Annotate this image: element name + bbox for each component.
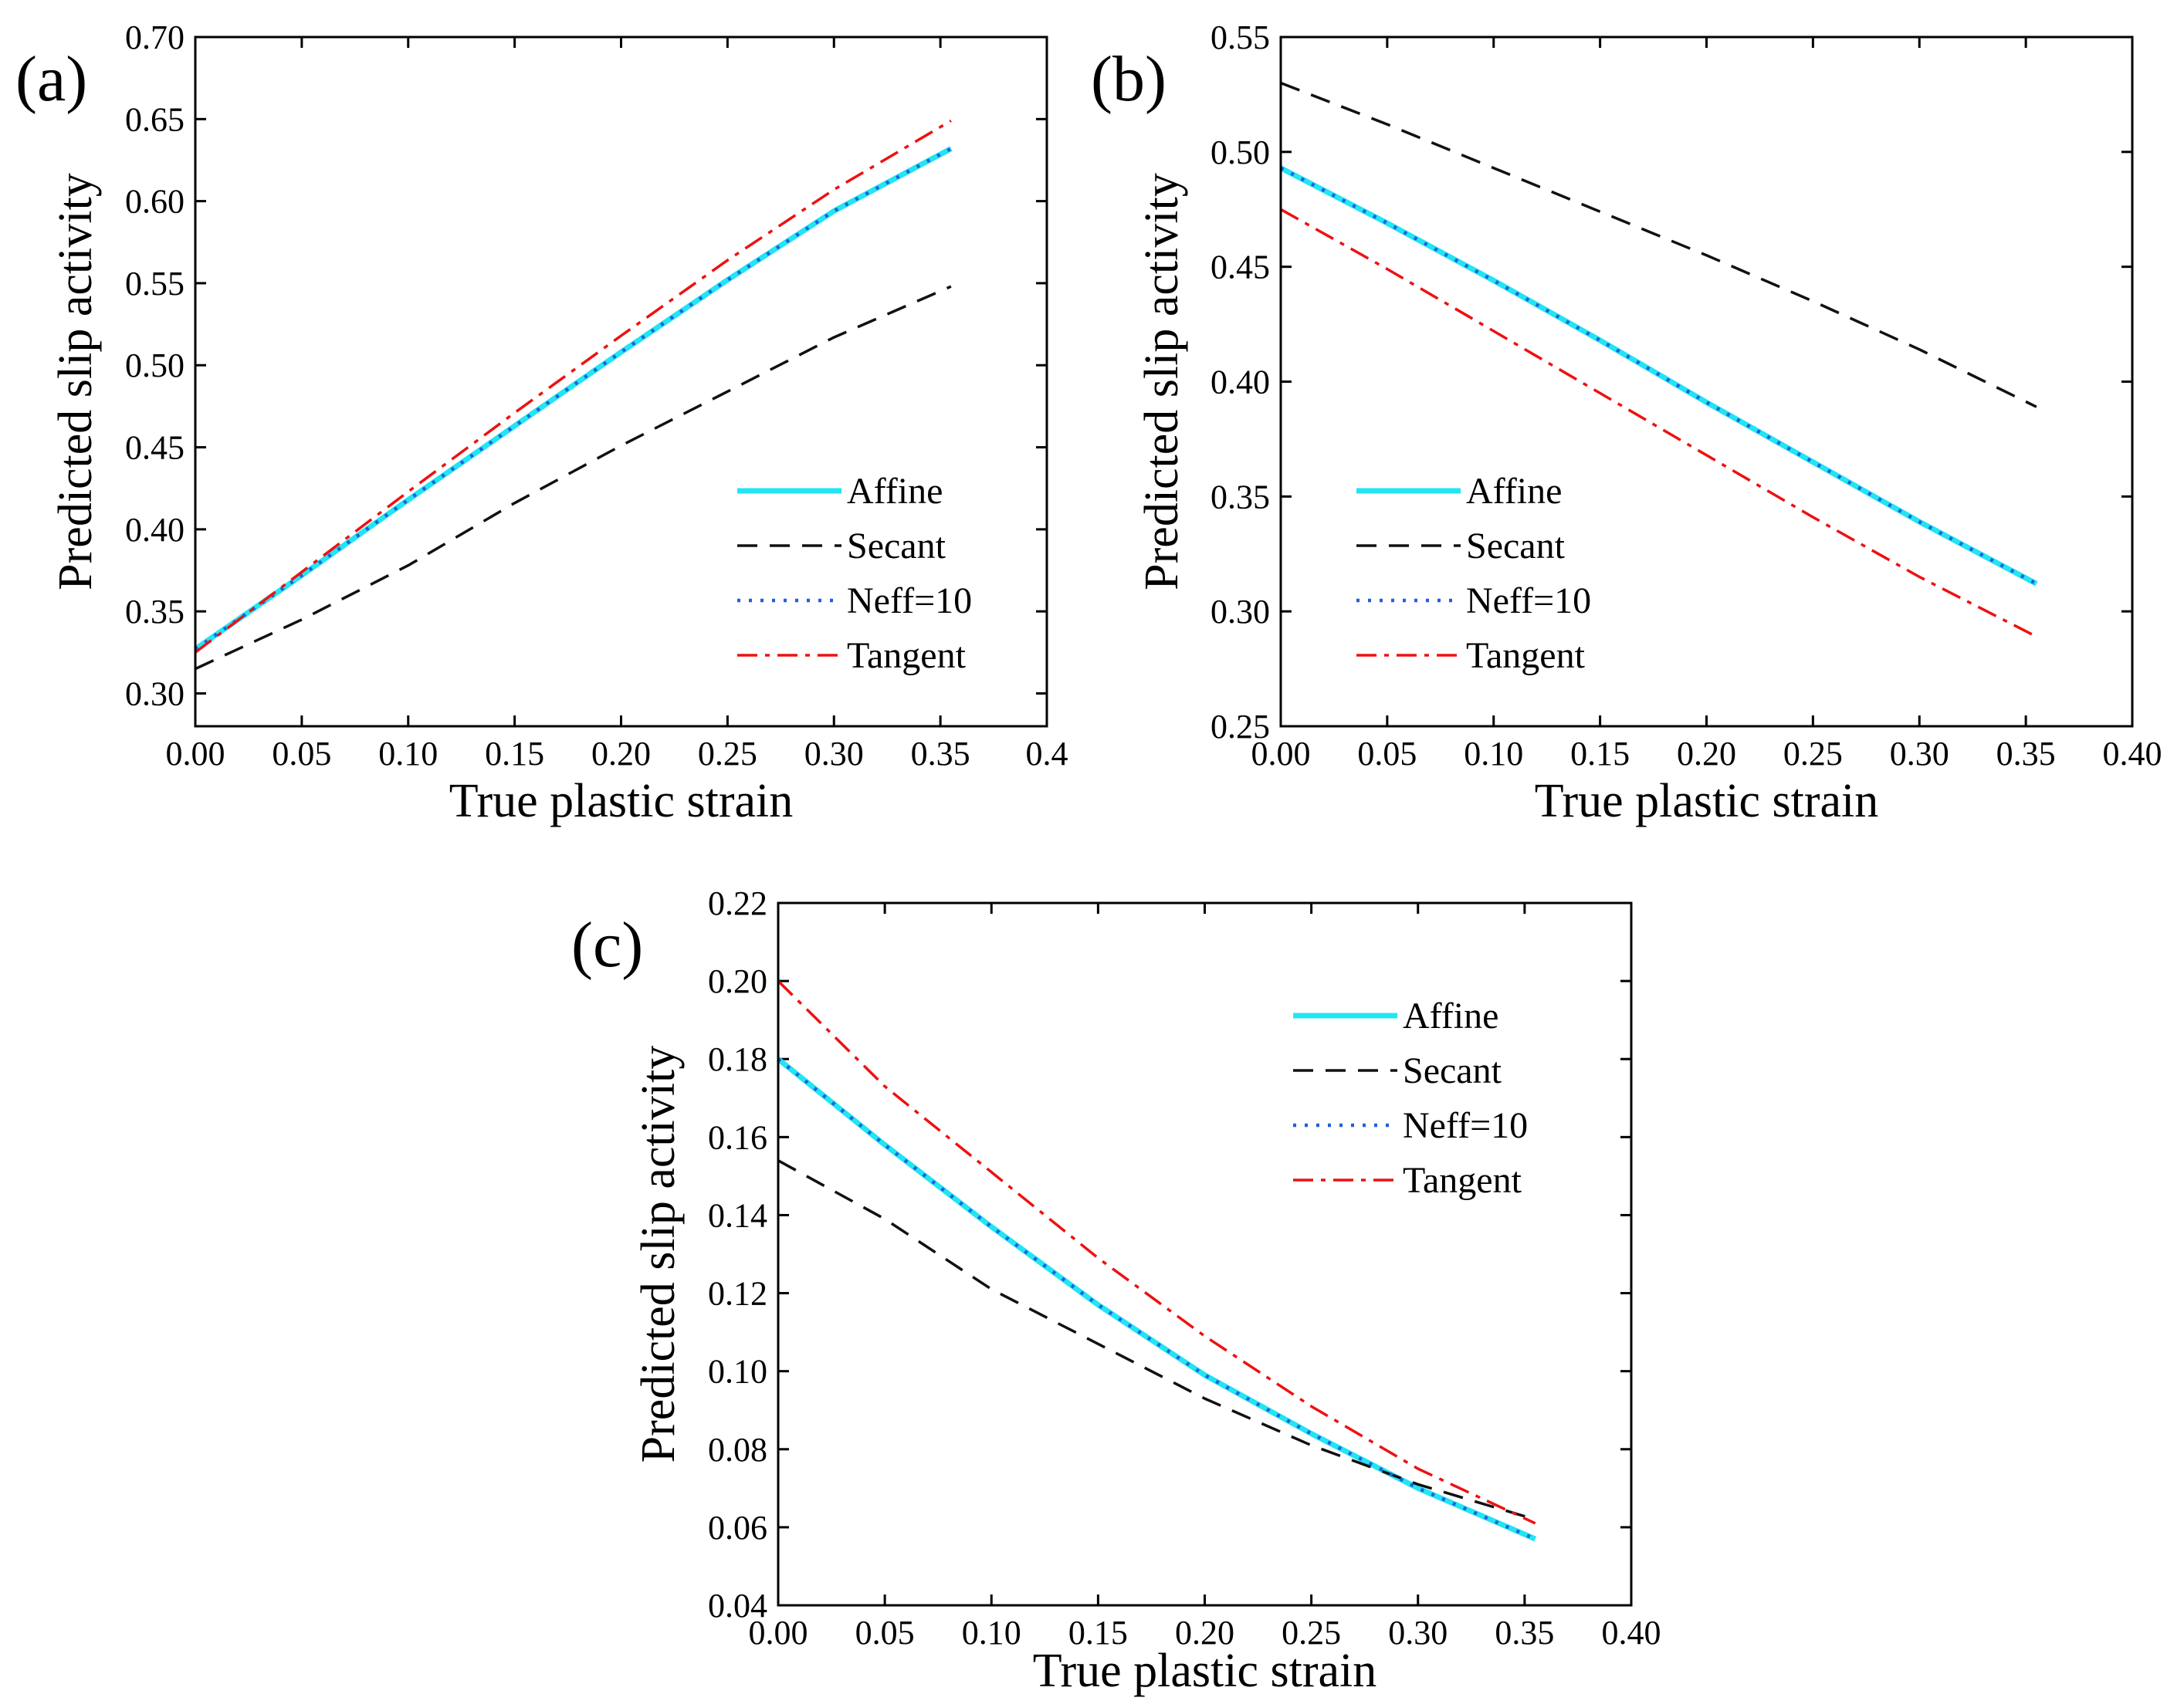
y-tick-label: 0.35 — [125, 593, 185, 631]
legend-label: Neff=10 — [1403, 1105, 1528, 1146]
legend-label: Affine — [1466, 471, 1562, 512]
legend-label: Tangent — [1466, 635, 1586, 676]
y-tick-label: 0.16 — [708, 1118, 767, 1156]
y-tick-label: 0.70 — [125, 19, 185, 56]
legend: Affine Secant Neff=10 Tangent — [737, 471, 972, 676]
legend-label: Tangent — [1403, 1160, 1522, 1201]
y-tick-label: 0.30 — [125, 675, 185, 712]
x-tick-label: 0.20 — [591, 735, 651, 773]
y-tick-label: 0.60 — [125, 183, 185, 221]
y-axis-label: Predicted slip activity — [1136, 173, 1188, 590]
y-axis-label: Predicted slip activity — [49, 173, 102, 590]
x-axis-label: True plastic strain — [449, 775, 793, 827]
y-tick-label: 0.22 — [708, 884, 767, 922]
x-tick-label: 0.35 — [1495, 1614, 1554, 1652]
y-tick-label: 0.08 — [708, 1431, 767, 1469]
x-tick-label: 0.15 — [1068, 1614, 1128, 1652]
y-tick-label: 0.55 — [1211, 19, 1270, 56]
x-tick-label: 0.20 — [1175, 1614, 1234, 1652]
x-tick-label: 0.40 — [2103, 735, 2162, 773]
x-tick-label: 0.15 — [485, 735, 544, 773]
y-tick-label: 0.55 — [125, 265, 185, 303]
x-tick-label: 0.35 — [1996, 735, 2056, 773]
series-line-tangent — [1280, 208, 2037, 638]
legend-label: Secant — [847, 526, 946, 566]
series-line-secant — [1280, 81, 2037, 408]
y-tick-label: 0.04 — [708, 1587, 767, 1625]
series-line-neff-10 — [194, 147, 952, 651]
x-tick-label: 0.30 — [1388, 1614, 1448, 1652]
x-tick-label: 0.30 — [804, 735, 864, 773]
y-tick-label: 0.25 — [1211, 708, 1270, 746]
x-tick-label: 0.10 — [962, 1614, 1021, 1652]
series-lines — [194, 119, 953, 671]
x-tick-label: 0.35 — [911, 735, 970, 773]
y-tick-label: 0.35 — [1211, 478, 1270, 516]
panel-a: (a) Predicted slip activity True plastic… — [15, 19, 1068, 827]
series-lines — [1279, 81, 2038, 638]
y-tick-label: 0.50 — [1211, 134, 1270, 171]
series-line-secant — [195, 285, 952, 671]
x-tick-label: 0.05 — [855, 1614, 915, 1652]
y-tick-label: 0.40 — [1211, 364, 1270, 401]
x-tick-label: 0.25 — [1783, 735, 1843, 773]
x-tick-label: 0.4 — [1026, 735, 1068, 773]
legend-label: Affine — [1403, 996, 1498, 1036]
series-line-tangent — [777, 979, 1536, 1525]
x-tick-label: 0.25 — [698, 735, 757, 773]
x-tick-label: 0.15 — [1570, 735, 1630, 773]
x-tick-label: 0.30 — [1890, 735, 1949, 773]
y-tick-label: 0.14 — [708, 1196, 767, 1234]
x-axis-label: True plastic strain — [1033, 1645, 1376, 1697]
y-tick-label: 0.65 — [125, 100, 185, 138]
panel-label: (c) — [571, 909, 643, 981]
legend: Affine Secant Neff=10 Tangent — [1293, 996, 1528, 1201]
panel-c: (c) Predicted slip activity True plastic… — [571, 884, 1661, 1697]
x-tick-label: 0.00 — [1251, 735, 1311, 773]
series-line-neff-10 — [777, 1057, 1536, 1541]
y-tick-label: 0.40 — [125, 511, 185, 549]
x-tick-label: 0.10 — [1464, 735, 1523, 773]
series-line-neff-10 — [1279, 166, 2037, 586]
x-tick-label: 0.40 — [1602, 1614, 1661, 1652]
series-line-secant — [777, 1159, 1536, 1521]
legend-label: Secant — [1466, 526, 1566, 566]
panel-b: (b) Predicted slip activity True plastic… — [1091, 19, 2162, 827]
y-tick-label: 0.20 — [708, 962, 767, 1000]
y-tick-label: 0.12 — [708, 1275, 767, 1313]
x-tick-label: 0.00 — [749, 1614, 808, 1652]
legend-label: Neff=10 — [1466, 580, 1591, 621]
x-tick-label: 0.05 — [272, 735, 331, 773]
legend-label: Neff=10 — [847, 580, 972, 621]
legend-label: Affine — [847, 471, 943, 512]
legend: Affine Secant Neff=10 Tangent — [1356, 471, 1591, 676]
legend-label: Tangent — [847, 635, 967, 676]
y-tick-label: 0.06 — [708, 1509, 767, 1547]
y-tick-label: 0.30 — [1211, 593, 1270, 631]
plot-frame — [1279, 36, 2134, 728]
y-tick-label: 0.10 — [708, 1353, 767, 1391]
y-tick-label: 0.45 — [1211, 249, 1270, 286]
x-tick-label: 0.20 — [1677, 735, 1736, 773]
y-tick-label: 0.18 — [708, 1040, 767, 1078]
x-axis-label: True plastic strain — [1535, 775, 1878, 827]
plot-frame — [777, 901, 1633, 1607]
y-tick-label: 0.45 — [125, 429, 185, 467]
x-tick-label: 0.00 — [166, 735, 225, 773]
series-lines — [776, 979, 1537, 1542]
plot-frame — [194, 36, 1048, 728]
panel-label: (a) — [15, 43, 87, 115]
y-axis-label: Predicted slip activity — [632, 1046, 685, 1463]
panel-label: (b) — [1091, 43, 1166, 115]
y-tick-label: 0.50 — [125, 347, 185, 384]
x-tick-label: 0.25 — [1282, 1614, 1341, 1652]
x-tick-label: 0.05 — [1357, 735, 1417, 773]
series-line-affine — [194, 146, 953, 651]
x-tick-label: 0.10 — [378, 735, 438, 773]
series-line-tangent — [194, 119, 952, 654]
legend-label: Secant — [1403, 1050, 1502, 1091]
